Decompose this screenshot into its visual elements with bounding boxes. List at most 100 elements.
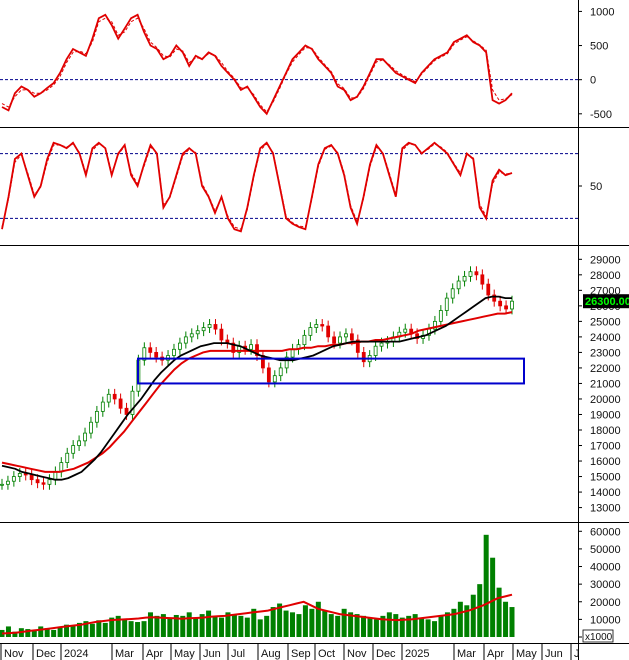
volume-unit-box: [582, 629, 614, 643]
volume-bar: [167, 617, 173, 637]
candle-body: [106, 393, 111, 403]
candle-body: [71, 445, 76, 454]
candle-body: [349, 333, 354, 341]
candle-body: [17, 473, 22, 477]
price-tick-label: 16000: [590, 456, 621, 468]
candle-body: [77, 440, 81, 446]
volume-bar: [444, 612, 450, 637]
last-price-badge: [583, 294, 629, 309]
volume-bar: [238, 615, 244, 637]
volume-bar: [70, 625, 76, 637]
volume-bar: [361, 615, 367, 637]
candle-body: [355, 339, 360, 353]
month-label: Jun: [545, 648, 563, 660]
volume-bar: [302, 605, 308, 637]
candle-body: [344, 333, 348, 338]
oscillator-1-series-0: [1, 13, 513, 116]
volume-tick-label: 10000: [590, 614, 621, 626]
volume-bar: [96, 620, 102, 637]
volume-bar: [503, 601, 509, 637]
price-panel: 2900028000270002600025000240002300022000…: [0, 254, 629, 515]
candle-body: [83, 432, 87, 442]
month-label: Apr: [487, 648, 504, 660]
moving-average-black-line: [1, 295, 512, 481]
volume-bar: [341, 608, 347, 637]
candle-body: [480, 274, 485, 285]
volume-bar: [12, 631, 18, 637]
candle-body: [130, 390, 135, 415]
candle-body: [118, 398, 123, 409]
volume-bar: [290, 612, 296, 637]
last-price-label: 26300.00: [585, 296, 629, 308]
candle-body: [178, 342, 182, 350]
month-label: Jun: [203, 648, 221, 660]
volume-bar: [186, 612, 192, 637]
oscillator-1-tick-label: 1000: [590, 6, 614, 18]
volume-bar: [44, 628, 50, 637]
candle-body: [112, 393, 117, 400]
candle-body: [266, 367, 271, 383]
candle-body: [284, 356, 289, 369]
volume-bar: [212, 615, 218, 637]
volume-bar: [283, 610, 289, 637]
month-label: 2025: [405, 648, 429, 660]
candle-body: [504, 305, 508, 310]
volume-bar: [315, 601, 321, 637]
price-tick-label: 17000: [590, 441, 621, 453]
volume-bar: [322, 610, 328, 637]
candle-body: [29, 474, 34, 481]
price-tick-label: 22000: [590, 363, 621, 375]
candle-body: [41, 482, 46, 485]
oscillator-panel-1: 1000 500 0 -500: [0, 6, 614, 121]
oscillator-2-tick-label: 50: [590, 181, 602, 193]
oscillator-1-series-1: [1, 17, 513, 113]
oscillator-1-tick-label: 500: [590, 41, 608, 53]
candle-body: [510, 300, 514, 310]
volume-bar: [270, 607, 276, 637]
oscillator-1-tick-label: 0: [590, 75, 596, 87]
candle-body: [332, 336, 336, 344]
volume-bar: [64, 624, 70, 637]
month-label: Apr: [146, 648, 163, 660]
price-tick-label: 14000: [590, 487, 621, 499]
candle-body: [0, 483, 4, 486]
price-tick-label: 21000: [590, 378, 621, 390]
volume-bar: [296, 614, 302, 637]
candle-body: [261, 355, 265, 369]
volume-bar: [406, 615, 412, 637]
candle-body: [249, 344, 253, 350]
volume-bar: [206, 610, 212, 637]
month-label: J: [574, 648, 580, 660]
volume-bar: [102, 622, 108, 637]
volume-bar: [128, 621, 134, 637]
candle-body: [172, 348, 176, 356]
candle-body: [148, 347, 153, 353]
month-label: May: [516, 648, 537, 660]
volume-bar: [328, 614, 334, 637]
candle-body: [415, 333, 420, 339]
candle-body: [314, 324, 319, 328]
candle-body: [302, 334, 307, 346]
volume-bar: [490, 557, 496, 637]
candle-body: [474, 271, 479, 276]
volume-bar: [457, 601, 463, 637]
volume-bar: [412, 614, 418, 637]
candle-body: [338, 336, 342, 344]
volume-bar: [399, 617, 405, 637]
price-tick-label: 29000: [590, 254, 621, 266]
price-tick-label: 18000: [590, 425, 621, 437]
candle-body: [326, 325, 331, 338]
candle-body: [462, 275, 467, 282]
candle-body: [456, 280, 461, 290]
candle-body: [308, 327, 313, 336]
support-zone-box: [137, 357, 525, 385]
month-label: Dec: [36, 648, 56, 660]
volume-bar: [141, 621, 147, 637]
month-label: Mar: [457, 648, 476, 660]
volume-bar: [348, 612, 354, 637]
candle-body: [154, 352, 159, 358]
volume-bar: [115, 615, 121, 637]
month-label: Jul: [231, 648, 245, 660]
